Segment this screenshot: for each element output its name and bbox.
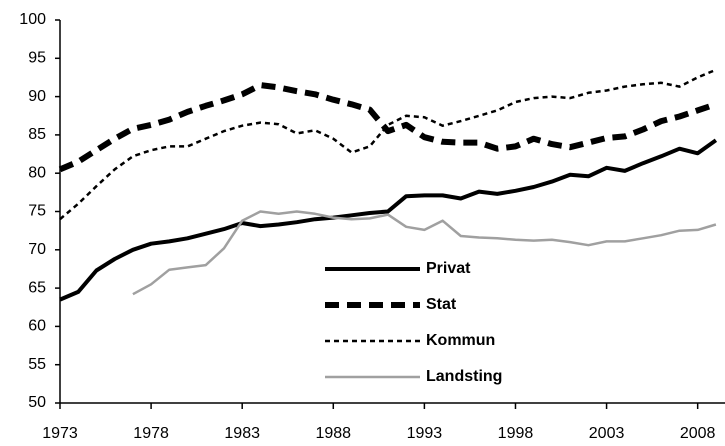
x-tick-label: 2008 [680, 425, 716, 442]
x-tick-label: 1993 [407, 425, 443, 442]
series-line [132, 210, 717, 296]
y-tick-label: 55 [28, 356, 46, 373]
y-tick-label: 85 [28, 126, 46, 143]
y-tick-label: 60 [28, 318, 46, 335]
y-tick-label: 100 [19, 11, 46, 28]
x-tick-label: 1973 [42, 425, 78, 442]
legend-label: Stat [426, 296, 457, 313]
y-tick-label: 75 [28, 203, 46, 220]
legend-label: Kommun [426, 332, 495, 349]
series-line [58, 82, 717, 173]
legend-label: Landsting [426, 368, 502, 385]
legend-label: Privat [426, 260, 471, 277]
x-tick-label: 1983 [224, 425, 260, 442]
y-tick-label: 65 [28, 279, 46, 296]
y-tick-label: 90 [28, 88, 46, 105]
x-tick-label: 1978 [133, 425, 169, 442]
y-tick-label: 95 [28, 50, 46, 67]
x-tick-label: 1998 [498, 425, 534, 442]
x-tick-label: 1988 [315, 425, 351, 442]
y-tick-label: 50 [28, 394, 46, 411]
y-tick-label: 70 [28, 241, 46, 258]
series-line [59, 68, 717, 221]
series-line [59, 138, 718, 302]
x-tick-label: 2003 [589, 425, 625, 442]
y-tick-label: 80 [28, 164, 46, 181]
